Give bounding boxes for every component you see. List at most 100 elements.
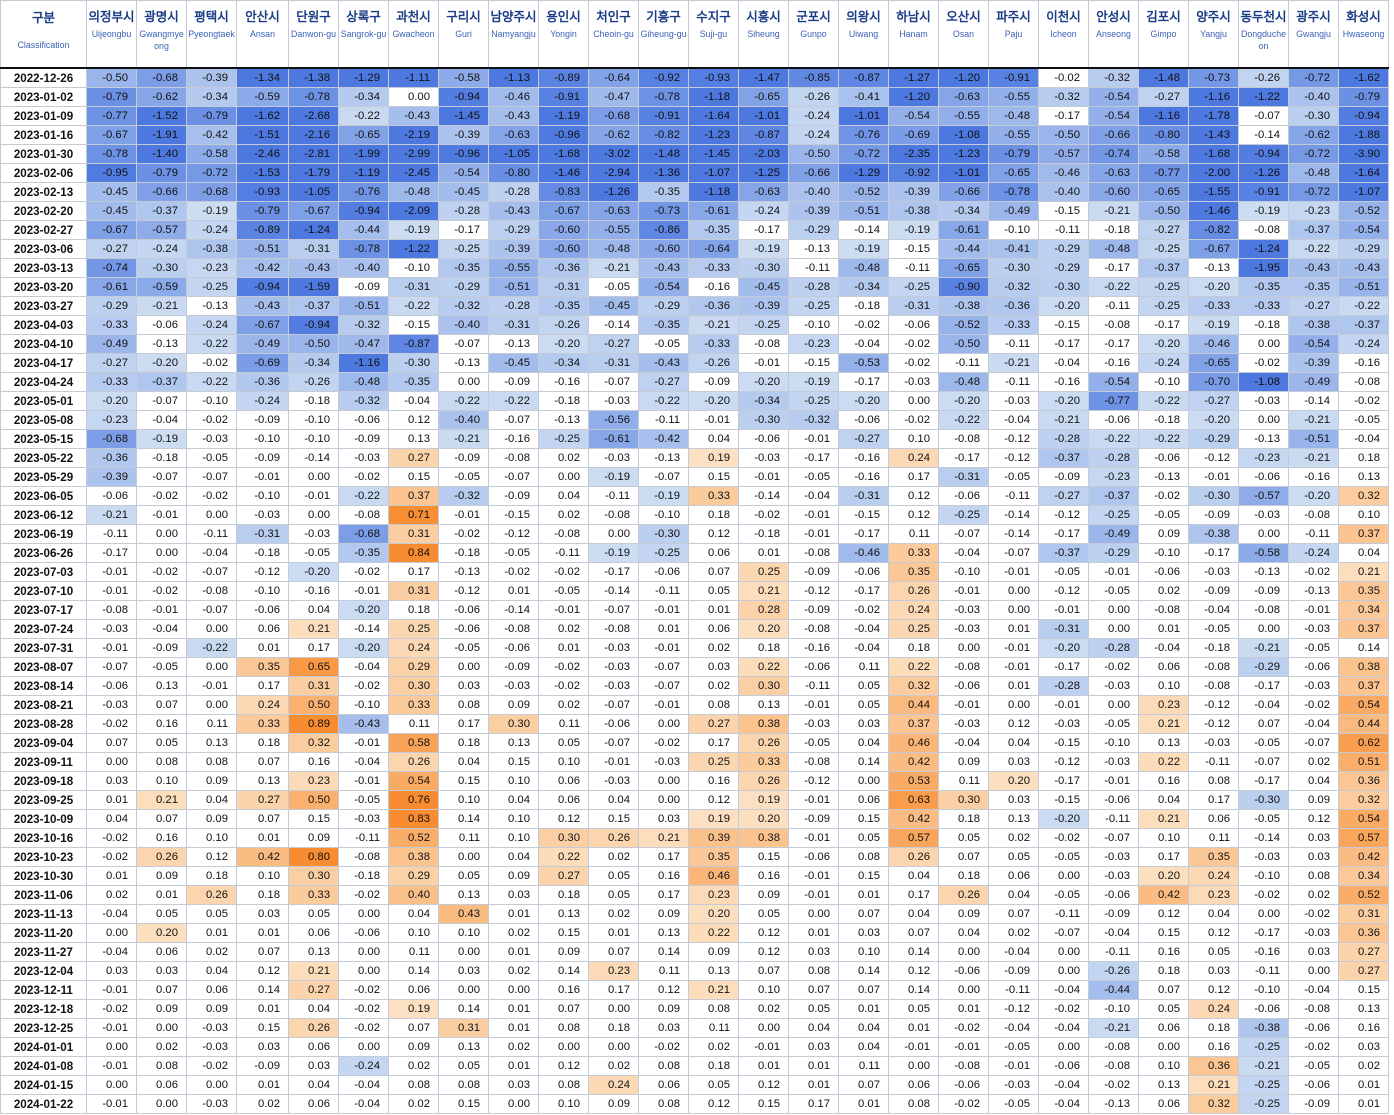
- value-cell: 0.02: [588, 847, 639, 867]
- value-cell: 0.11: [888, 524, 939, 544]
- column-header-ko: 광명시: [144, 10, 179, 24]
- value-cell: -0.05: [1038, 562, 1089, 582]
- value-cell: 0.06: [288, 923, 339, 943]
- value-cell: 0.02: [588, 1056, 639, 1076]
- value-cell: -0.03: [1088, 676, 1139, 696]
- value-cell: 0.07: [136, 695, 187, 715]
- value-cell: -0.29: [1238, 657, 1289, 677]
- value-cell: -0.16: [688, 277, 739, 297]
- value-cell: -0.04: [1238, 695, 1289, 715]
- value-cell: -0.29: [1338, 239, 1389, 259]
- value-cell: 0.06: [538, 790, 589, 810]
- value-cell: -0.03: [186, 1094, 237, 1114]
- value-cell: -0.03: [588, 657, 639, 677]
- value-cell: -0.01: [788, 524, 839, 544]
- value-cell: -0.70: [1188, 372, 1239, 392]
- value-cell: 0.04: [838, 1037, 889, 1057]
- table-row: 2023-09-25 0.01 0.21 0.04 0.27 0.50 -0.05 0.76 0…: [0, 790, 1389, 810]
- value-cell: -0.66: [938, 182, 989, 202]
- value-cell: 0.12: [738, 923, 789, 943]
- value-cell: 0.10: [438, 923, 489, 943]
- value-cell: -0.07: [1238, 752, 1289, 772]
- value-cell: 0.00: [638, 714, 689, 734]
- value-cell: -0.45: [86, 182, 137, 202]
- value-cell: -0.18: [538, 391, 589, 411]
- value-cell: -0.04: [938, 543, 989, 563]
- value-cell: 0.20: [688, 904, 739, 924]
- value-cell: -0.28: [1038, 429, 1089, 449]
- value-cell: -0.15: [838, 505, 889, 525]
- value-cell: -0.12: [488, 524, 539, 544]
- value-cell: 0.08: [438, 695, 489, 715]
- value-cell: -0.06: [338, 923, 389, 943]
- value-cell: -0.08: [1238, 220, 1289, 240]
- value-cell: 0.00: [1088, 600, 1139, 620]
- value-cell: -1.11: [388, 67, 439, 88]
- value-cell: -0.05: [1238, 809, 1289, 829]
- value-cell: -0.09: [236, 410, 289, 430]
- value-cell: -0.46: [1038, 163, 1089, 183]
- row-date: 2023-10-23: [0, 847, 87, 867]
- value-cell: 0.06: [136, 942, 187, 962]
- value-cell: -0.02: [186, 486, 237, 506]
- table-row: 2023-10-16 -0.02 0.16 0.10 0.01 0.09 -0.11 0.52…: [0, 828, 1389, 848]
- value-cell: -0.01: [788, 505, 839, 525]
- value-cell: -0.09: [988, 961, 1039, 981]
- value-cell: 0.00: [888, 1056, 939, 1076]
- value-cell: -0.03: [588, 391, 639, 411]
- value-cell: 0.00: [86, 1075, 137, 1095]
- table-row: 2023-12-25 -0.01 0.00 -0.03 0.15 0.26 -0.02 0.0…: [0, 1018, 1389, 1038]
- value-cell: 0.02: [688, 676, 739, 696]
- value-cell: 0.04: [838, 733, 889, 753]
- value-cell: 0.32: [1338, 790, 1389, 810]
- value-cell: 0.17: [888, 467, 939, 487]
- value-cell: -0.14: [288, 448, 339, 468]
- value-cell: -1.48: [638, 144, 689, 164]
- table-row: 2023-01-09 -0.77 -1.52 -0.79 -1.62 -2.68 -0.22…: [0, 106, 1389, 126]
- column-header: 화성시 Hwaseong: [1338, 0, 1389, 69]
- value-cell: 0.07: [838, 1075, 889, 1095]
- value-cell: 0.06: [838, 790, 889, 810]
- value-cell: -0.08: [1188, 676, 1239, 696]
- value-cell: -0.09: [1038, 467, 1089, 487]
- value-cell: -0.01: [688, 410, 739, 430]
- value-cell: -0.18: [1088, 220, 1139, 240]
- value-cell: -0.63: [588, 201, 639, 221]
- value-cell: 0.54: [388, 771, 439, 791]
- value-cell: -0.15: [1038, 201, 1089, 221]
- value-cell: -0.27: [1288, 296, 1339, 316]
- value-cell: -0.11: [588, 486, 639, 506]
- value-cell: -0.08: [1288, 505, 1339, 525]
- row-date: 2023-03-13: [0, 258, 87, 278]
- column-header: 파주시 Paju: [988, 0, 1039, 69]
- value-cell: 0.17: [638, 847, 689, 867]
- value-cell: -0.20: [738, 372, 789, 392]
- value-cell: 0.00: [1238, 334, 1289, 354]
- value-cell: 0.22: [538, 847, 589, 867]
- value-cell: 0.01: [888, 1018, 939, 1038]
- value-cell: 0.04: [186, 790, 237, 810]
- value-cell: -0.02: [538, 676, 589, 696]
- value-cell: 0.21: [1138, 714, 1189, 734]
- value-cell: 0.04: [788, 1018, 839, 1038]
- value-cell: -0.27: [86, 353, 137, 373]
- value-cell: -0.01: [136, 600, 187, 620]
- value-cell: -0.09: [788, 562, 839, 582]
- value-cell: 0.16: [738, 866, 789, 886]
- value-cell: 0.24: [388, 638, 439, 658]
- value-cell: 0.20: [988, 771, 1039, 791]
- value-cell: 0.10: [1138, 828, 1189, 848]
- value-cell: -0.01: [788, 885, 839, 905]
- value-cell: -0.23: [86, 410, 137, 430]
- value-cell: -0.03: [588, 676, 639, 696]
- row-date: 2023-08-07: [0, 657, 87, 677]
- value-cell: -0.52: [838, 182, 889, 202]
- value-cell: -0.20: [86, 391, 137, 411]
- value-cell: 0.07: [136, 980, 187, 1000]
- value-cell: -0.02: [438, 524, 489, 544]
- value-cell: 0.20: [136, 923, 187, 943]
- value-cell: 0.18: [438, 733, 489, 753]
- value-cell: 0.00: [988, 581, 1039, 601]
- value-cell: -0.40: [438, 315, 489, 335]
- value-cell: -0.20: [1038, 391, 1089, 411]
